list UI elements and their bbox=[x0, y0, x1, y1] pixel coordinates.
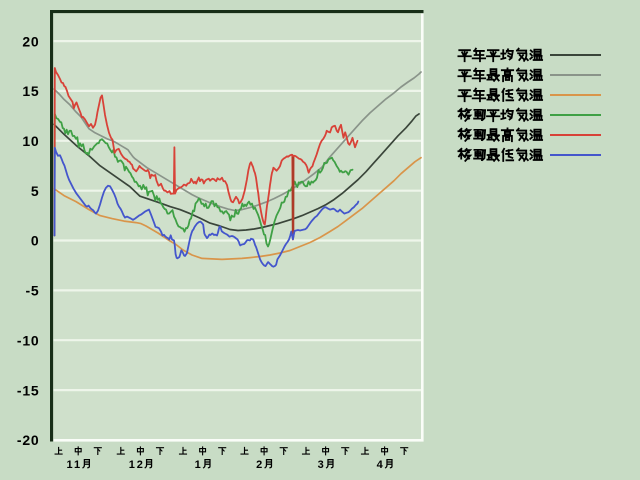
svg-text:4: 4 bbox=[377, 459, 385, 471]
svg-text:3: 3 bbox=[318, 459, 326, 471]
svg-text:5: 5 bbox=[31, 183, 40, 199]
svg-text:-20: -20 bbox=[17, 432, 40, 448]
svg-text:15: 15 bbox=[22, 83, 39, 99]
svg-text:11: 11 bbox=[67, 459, 83, 471]
svg-text:10: 10 bbox=[22, 133, 39, 149]
svg-text:1: 1 bbox=[195, 459, 203, 471]
svg-text:-10: -10 bbox=[17, 332, 40, 348]
svg-text:0: 0 bbox=[31, 233, 40, 249]
svg-text:-5: -5 bbox=[25, 283, 39, 299]
svg-text:2: 2 bbox=[256, 459, 264, 471]
svg-text:12: 12 bbox=[129, 459, 145, 471]
svg-text:20: 20 bbox=[22, 33, 39, 49]
svg-text:-15: -15 bbox=[17, 382, 40, 398]
